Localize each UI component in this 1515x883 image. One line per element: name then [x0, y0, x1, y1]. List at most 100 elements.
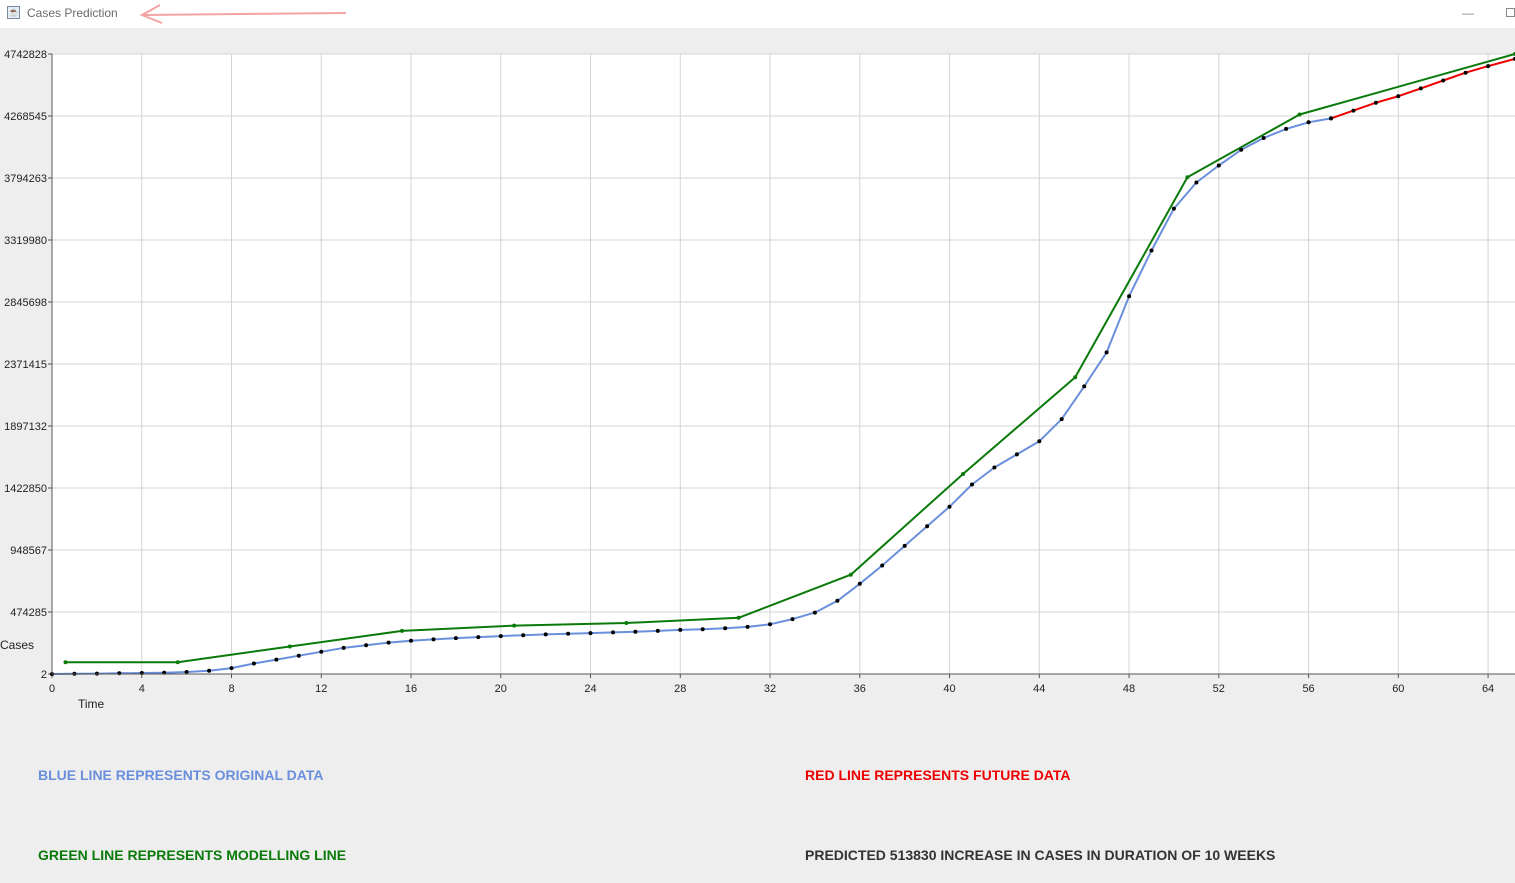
original-data-point [229, 666, 234, 671]
x-tick-label: 4 [139, 683, 145, 695]
original-data-point [902, 543, 907, 548]
original-data-point [319, 649, 324, 654]
y-tick-label: 3794263 [4, 173, 47, 185]
original-data-point [768, 622, 772, 627]
modelling-point [736, 615, 741, 620]
y-tick-label: 1422850 [4, 483, 47, 495]
prediction-summary: PREDICTED 513830 INCREASE IN CASES IN DU… [805, 847, 1276, 863]
maximize-button[interactable] [1503, 4, 1515, 22]
original-data-point [296, 653, 301, 658]
original-data-point [723, 626, 728, 631]
original-data-point [184, 670, 189, 674]
original-data-point [1306, 120, 1311, 125]
maximize-icon [1506, 8, 1515, 17]
legend-red-line: RED LINE REPRESENTS FUTURE DATA [805, 767, 1071, 783]
original-data-point [1104, 350, 1109, 355]
original-data-point [588, 631, 593, 636]
original-data-point [700, 627, 705, 632]
x-tick-label: 48 [1123, 683, 1135, 695]
future-data-point [1418, 86, 1423, 91]
original-data-point [453, 636, 458, 641]
original-data-point [835, 598, 840, 603]
original-data-point [543, 632, 548, 637]
original-data-point [655, 628, 660, 633]
y-axis-ticks: 2 474285 948567 1422850 1897132 2371415 284569… [4, 49, 52, 681]
future-data-point [1441, 78, 1446, 83]
modelling-point [1297, 112, 1302, 117]
modelling-point [512, 623, 517, 628]
x-tick-label: 20 [495, 683, 507, 695]
original-data-point [1171, 206, 1176, 211]
y-tick-label: 2 [41, 669, 47, 681]
original-data-point [1127, 294, 1132, 299]
original-data-point [364, 643, 369, 648]
y-tick-label: 4268545 [4, 111, 47, 123]
legend-green-line: GREEN LINE REPRESENTS MODELLING LINE [38, 847, 347, 863]
future-data-point [1486, 64, 1491, 69]
title-bar[interactable]: ☕ Cases Prediction — [0, 0, 1515, 28]
x-tick-label: 16 [405, 683, 417, 695]
original-data-point [947, 504, 952, 509]
minimize-button[interactable]: — [1461, 4, 1475, 22]
original-data-point [1194, 180, 1199, 185]
x-tick-label: 28 [674, 683, 686, 695]
future-data-point [1396, 94, 1401, 99]
original-data-series-line [51, 117, 1332, 675]
original-data-point [498, 634, 503, 639]
x-tick-label: 64 [1482, 683, 1494, 695]
modelling-point [1185, 175, 1190, 180]
x-tick-label: 12 [315, 683, 327, 695]
original-data-point [251, 661, 256, 666]
original-data-point [1261, 136, 1266, 140]
modelling-point [624, 621, 629, 625]
original-data-point [1014, 452, 1019, 457]
original-data-point [521, 633, 526, 638]
original-data-point [857, 581, 862, 586]
x-tick-label: 0 [49, 683, 55, 695]
x-tick-label: 52 [1213, 683, 1225, 695]
original-data-point [341, 645, 346, 650]
window-title: Cases Prediction [27, 6, 118, 20]
x-tick-label: 32 [764, 683, 776, 695]
future-data-point [1373, 100, 1378, 105]
y-axis-label: Cases [0, 638, 34, 652]
modelling-point [63, 660, 68, 665]
original-data-point [1037, 439, 1042, 444]
original-data-point [1082, 384, 1087, 389]
grid-lines [51, 53, 1515, 675]
minimize-icon: — [1462, 6, 1474, 20]
original-data-point [790, 617, 795, 622]
original-data-point [633, 629, 638, 634]
original-data-point [812, 610, 817, 615]
original-data-point [386, 640, 391, 645]
original-data-point [970, 482, 974, 487]
original-data-point [880, 563, 885, 568]
y-tick-label: 2845698 [4, 297, 47, 309]
original-data-point [431, 637, 436, 642]
legend-blue-line: BLUE LINE REPRESENTS ORIGINAL DATA [38, 767, 324, 783]
original-data-point [925, 524, 930, 529]
original-data-point [566, 631, 571, 636]
future-data-point [1329, 116, 1333, 121]
modelling-point [287, 644, 292, 649]
original-data-point [274, 657, 279, 662]
y-tick-label: 474285 [10, 607, 47, 619]
red-arrow-annotation-icon [139, 4, 347, 24]
original-data-point [1149, 248, 1154, 253]
original-data-point [745, 624, 750, 629]
modelling-point [848, 572, 853, 577]
original-data-point [207, 668, 212, 673]
original-data-point [992, 465, 997, 470]
cases-line-chart: 2 474285 948567 1422850 1897132 2371415 284569… [0, 49, 1515, 711]
x-axis-ticks: 0 4 8 12 16 20 24 28 32 36 40 44 48 52 56 60 64 [49, 674, 1494, 695]
x-tick-label: 60 [1392, 683, 1404, 695]
modelling-point [400, 628, 404, 633]
original-data-point [1059, 417, 1064, 422]
original-data-point [476, 635, 481, 640]
y-tick-label: 948567 [10, 545, 47, 557]
original-data-point [1216, 163, 1221, 168]
x-axis-label: Time [78, 697, 105, 711]
x-tick-label: 56 [1302, 683, 1314, 695]
future-data-point [1351, 108, 1356, 113]
